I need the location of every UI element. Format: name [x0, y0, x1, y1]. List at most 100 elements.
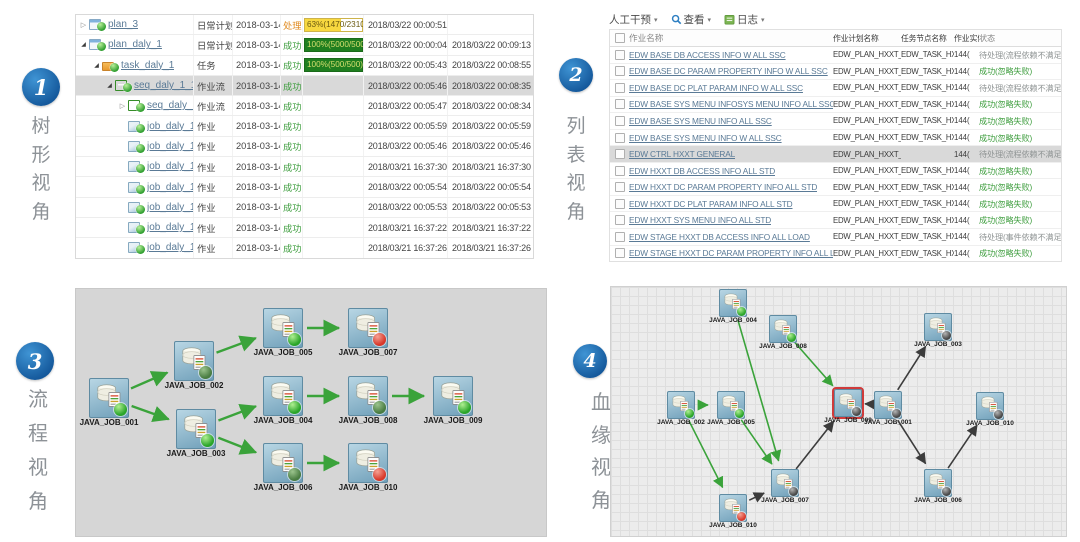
- list-row[interactable]: EDW HXXT DB ACCESS INFO ALL STD EDW_PLAN_…: [610, 162, 1061, 180]
- list-row[interactable]: EDW STAGE HXXT DB ACCESS INFO ALL LOAD ED…: [610, 229, 1061, 246]
- job-name-link[interactable]: EDW BASE DC PLAT PARAM INFO W ALL SSC: [629, 82, 803, 93]
- job-name-link[interactable]: EDW HXXT DB ACCESS INFO ALL STD: [629, 165, 776, 176]
- collapse-icon[interactable]: ◢: [94, 62, 99, 69]
- job-name-link[interactable]: EDW HXXT DC PARAM PROPERTY INFO ALL STD: [629, 182, 818, 193]
- tree-node-link[interactable]: job_daly_1_6: [147, 242, 193, 254]
- toolbar-log-button[interactable]: 日志 ▾: [724, 12, 765, 27]
- instance-id-cell: 144(: [954, 50, 970, 60]
- expand-icon[interactable]: ▷: [119, 102, 126, 110]
- row-checkbox[interactable]: [614, 66, 625, 77]
- job-node-java_job_010[interactable]: JAVA_JOB_010: [966, 392, 1014, 427]
- list-row[interactable]: EDW BASE SYS MENU INFO ALL SSC EDW_PLAN_H…: [610, 113, 1061, 130]
- job-node-java_job_002[interactable]: JAVA_JOB_002: [165, 341, 223, 390]
- row-checkbox[interactable]: [614, 248, 625, 259]
- tree-node-link[interactable]: seq_daly_1_1: [134, 80, 193, 92]
- job-node-java_job_005[interactable]: JAVA_JOB_005: [707, 391, 755, 426]
- job-name-link[interactable]: EDW STAGE HXXT DC PARAM PROPERTY INFO AL…: [629, 248, 833, 259]
- job-node-java_job_001[interactable]: JAVA_JOB_001: [864, 391, 912, 426]
- toolbar-view-button[interactable]: 查看 ▾: [671, 12, 711, 27]
- list-row[interactable]: EDW CTRL HXXT GENERAL EDW_PLAN_HXXT_GENER…: [610, 146, 1061, 163]
- row-checkbox[interactable]: [614, 182, 625, 193]
- job-name-link[interactable]: EDW BASE DB ACCESS INFO W ALL SSC: [629, 49, 786, 60]
- tree-node-link[interactable]: job_daly_1_4: [147, 201, 193, 213]
- list-row[interactable]: EDW BASE SYS MENU INFO W ALL SSC EDW_PLAN…: [610, 129, 1061, 147]
- tree-node-link[interactable]: job_daly_1_1: [147, 120, 193, 132]
- job-node-java_job_010[interactable]: JAVA_JOB_010: [339, 443, 397, 492]
- job-node-java_job_002[interactable]: JAVA_JOB_002: [657, 391, 705, 426]
- job-node-java_job_001[interactable]: JAVA_JOB_001: [80, 378, 138, 427]
- tree-node-link[interactable]: job_daly_1_2: [147, 161, 193, 173]
- job-name-link[interactable]: EDW HXXT SYS MENU INFO ALL STD: [629, 215, 772, 226]
- list-row[interactable]: EDW BASE DB ACCESS INFO W ALL SSC EDW_PLA…: [610, 47, 1061, 64]
- tree-node-link[interactable]: job_daly_1_5: [147, 222, 193, 234]
- tree-node-link[interactable]: task_daly_1: [121, 59, 175, 71]
- job-node-java_job_008[interactable]: JAVA_JOB_008: [759, 315, 807, 350]
- row-checkbox[interactable]: [614, 115, 625, 126]
- job-name-link[interactable]: EDW HXXT DC PLAT PARAM INFO ALL STD: [629, 198, 793, 209]
- job-node-java_job_005[interactable]: JAVA_JOB_005: [254, 308, 312, 357]
- job-node-java_job_010[interactable]: JAVA_JOB_010: [709, 494, 757, 529]
- row-checkbox[interactable]: [614, 165, 625, 176]
- dependency-edge: [897, 419, 927, 465]
- list-row[interactable]: EDW HXXT DC PARAM PROPERTY INFO ALL STD E…: [610, 179, 1061, 196]
- list-row[interactable]: EDW STAGE HXXT DC PARAM PROPERTY INFO AL…: [610, 245, 1061, 262]
- job-name-link[interactable]: EDW CTRL HXXT GENERAL: [629, 149, 736, 160]
- job-node-java_job_009[interactable]: JAVA_JOB_009: [824, 387, 872, 424]
- row-checkbox[interactable]: [614, 231, 625, 242]
- tree-node-link[interactable]: plan_daly_1: [108, 39, 162, 51]
- job-node-java_job_004[interactable]: JAVA_JOB_004: [254, 376, 312, 425]
- job-name-link[interactable]: EDW STAGE HXXT DB ACCESS INFO ALL LOAD: [629, 231, 810, 242]
- row-checkbox[interactable]: [614, 82, 625, 93]
- collapse-icon[interactable]: ◢: [81, 42, 86, 49]
- row-checkbox[interactable]: [614, 149, 625, 160]
- list-row[interactable]: EDW BASE DC PLAT PARAM INFO W ALL SSC EDW…: [610, 80, 1061, 97]
- job-node-java_job_006[interactable]: JAVA_JOB_006: [254, 443, 312, 492]
- job-node-java_job_003[interactable]: JAVA_JOB_003: [914, 313, 962, 348]
- list-row[interactable]: EDW BASE SYS MENU INFOSYS MENU INFO ALL …: [610, 96, 1061, 114]
- tree-node-link[interactable]: job_daly_1_10: [147, 140, 193, 152]
- tree-node-link[interactable]: seq_daly_1_4: [147, 100, 193, 112]
- job-node-java_job_006[interactable]: JAVA_JOB_006: [914, 469, 962, 504]
- job-node-label: JAVA_JOB_007: [761, 497, 809, 504]
- job-node-java_job_004[interactable]: JAVA_JOB_004: [709, 289, 757, 324]
- select-all-checkbox[interactable]: [614, 33, 625, 43]
- job-node-java_job_007[interactable]: JAVA_JOB_007: [339, 308, 397, 357]
- list-row[interactable]: EDW HXXT SYS MENU INFO ALL STD EDW_PLAN_H…: [610, 212, 1061, 230]
- job-name-link[interactable]: EDW BASE SYS MENU INFO ALL SSC: [629, 115, 772, 126]
- job-name-link[interactable]: EDW BASE DC PARAM PROPERTY INFO W ALL SS…: [629, 66, 828, 77]
- collapse-icon[interactable]: ◢: [107, 83, 112, 90]
- job-node-java_job_007[interactable]: JAVA_JOB_007: [761, 469, 809, 504]
- job-node-java_job_003[interactable]: JAVA_JOB_003: [167, 409, 225, 458]
- checkbox-cell: [610, 163, 629, 179]
- job-node-java_job_009[interactable]: JAVA_JOB_009: [424, 376, 482, 425]
- job-name-link[interactable]: EDW BASE SYS MENU INFO W ALL SSC: [629, 132, 782, 143]
- job-node-java_job_008[interactable]: JAVA_JOB_008: [339, 376, 397, 425]
- expand-icon[interactable]: ▷: [80, 21, 87, 29]
- row-checkbox[interactable]: [614, 198, 625, 209]
- tree-row[interactable]: ▷ plan_3 日常计划2018-03-14处理中63%(1470/2310)20…: [76, 15, 533, 36]
- tree-row[interactable]: ◢ seq_daly_1_1 作业流 2018-03-14 成功 2018/03/22 0…: [76, 75, 533, 97]
- tree-row[interactable]: ◢ task_daly_1 任务 2018-03-14 成功 100%(500/500) 2…: [76, 55, 533, 76]
- tree-node-link[interactable]: job_daly_1_3: [147, 181, 193, 193]
- row-checkbox[interactable]: [614, 99, 625, 110]
- list-row[interactable]: EDW HXXT DC PLAT PARAM INFO ALL STD EDW_P…: [610, 195, 1061, 213]
- row-checkbox[interactable]: [614, 215, 625, 226]
- database-icon: [839, 393, 856, 410]
- toolbar-manual-intervention-button[interactable]: 人工干预 ▾: [609, 12, 658, 27]
- list-row[interactable]: EDW BASE DC PARAM PROPERTY INFO W ALL SS…: [610, 63, 1061, 81]
- row-checkbox[interactable]: [614, 49, 625, 60]
- row-checkbox[interactable]: [614, 132, 625, 143]
- tree-row[interactable]: ◢ plan_daly_1 日常计划 2018-03-14 成功 100%(5000/50…: [76, 35, 533, 56]
- job-name-link[interactable]: EDW BASE SYS MENU INFOSYS MENU INFO ALL …: [629, 99, 833, 110]
- tree-node-link[interactable]: plan_3: [108, 19, 139, 31]
- chevron-down-icon: ▾: [761, 16, 765, 24]
